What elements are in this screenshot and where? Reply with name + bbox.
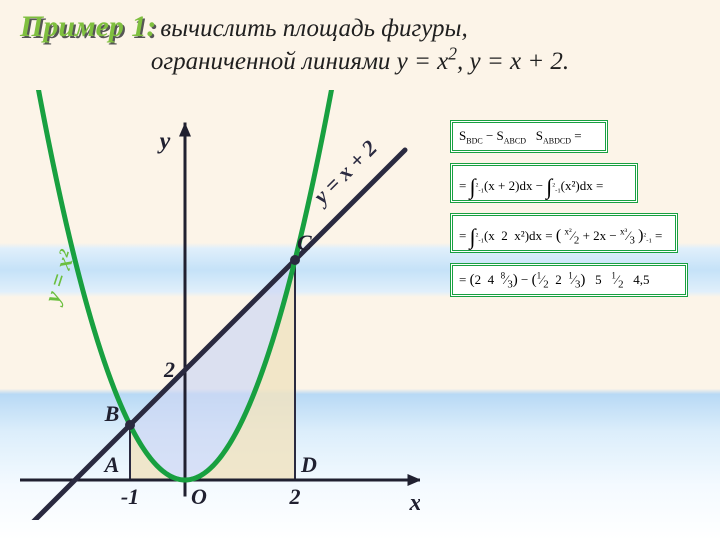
svg-text:O: O bbox=[191, 484, 207, 509]
svg-text:x: x bbox=[409, 490, 421, 516]
formula-2: = ∫2-1(x + 2)dx − ∫2-1(x²)dx = bbox=[450, 163, 638, 203]
svg-text:y: y bbox=[157, 129, 171, 155]
svg-text:A: A bbox=[103, 452, 120, 477]
svg-text:2: 2 bbox=[163, 357, 175, 382]
chart-area: -1 2 2 x y y = x² y = x + 2 A B C D O bbox=[20, 90, 420, 520]
formula-3: = ∫2-1(x 2 x²)dx = ( x²⁄2 + 2x − x³⁄3 )2… bbox=[450, 213, 678, 254]
problem-text-2: ограниченной линиями y = x2, y = x + 2. bbox=[151, 48, 569, 75]
formula-panel: SBDC − SABCD SABDCD = = ∫2-1(x + 2)dx − … bbox=[450, 120, 690, 307]
example-label: Пример 1: bbox=[20, 10, 156, 43]
svg-text:B: B bbox=[104, 401, 120, 426]
svg-text:C: C bbox=[297, 230, 312, 255]
svg-text:-1: -1 bbox=[121, 484, 139, 509]
svg-text:2: 2 bbox=[289, 484, 301, 509]
problem-text-1: вычислить площадь фигуры, bbox=[160, 15, 467, 42]
svg-text:y = x + 2: y = x + 2 bbox=[306, 135, 382, 211]
svg-text:D: D bbox=[300, 452, 317, 477]
formula-4: = (2 4 8⁄3) − (1⁄2 2 1⁄3) 5 1⁄2 4,5 bbox=[450, 263, 688, 297]
formula-1: SBDC − SABCD SABDCD = bbox=[450, 120, 608, 153]
svg-text:y = x²: y = x² bbox=[39, 246, 80, 308]
